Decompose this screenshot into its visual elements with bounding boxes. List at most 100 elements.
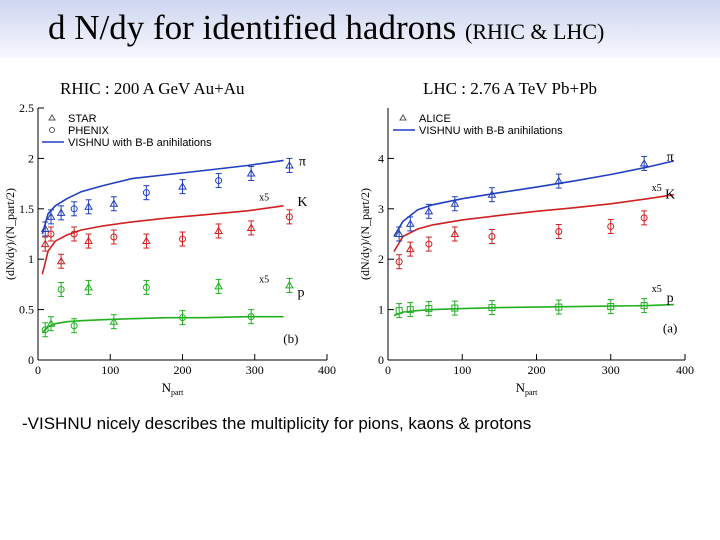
data-point xyxy=(84,202,93,210)
slide-title: d N/dy for identified hadrons (RHIC & LH… xyxy=(48,8,604,48)
data-point xyxy=(488,304,496,312)
data-point xyxy=(214,281,223,290)
x-tick-label: 100 xyxy=(453,363,471,377)
data-point xyxy=(110,233,118,241)
plot-label: x5 xyxy=(652,284,662,295)
plot-label: (a) xyxy=(663,320,677,335)
x-tick-label: 0 xyxy=(35,363,41,377)
data-point xyxy=(40,224,50,232)
data-point xyxy=(405,244,415,253)
data-point xyxy=(247,313,255,321)
data-point xyxy=(395,307,403,315)
plot-label: K xyxy=(297,195,307,210)
data-point xyxy=(554,176,564,185)
data-point xyxy=(450,229,460,237)
data-point xyxy=(395,258,403,266)
plot-label: x5 xyxy=(652,183,662,194)
data-point xyxy=(487,190,497,198)
y-tick-label: 2.5 xyxy=(19,101,34,115)
data-point xyxy=(425,305,433,313)
legend-label: PHENIX xyxy=(68,125,110,137)
series-line-2 xyxy=(393,193,675,253)
data-point xyxy=(47,230,55,238)
x-tick-label: 200 xyxy=(528,363,546,377)
data-point xyxy=(179,235,186,243)
data-point xyxy=(639,158,649,167)
series-line-3 xyxy=(393,303,674,317)
plot-label: π xyxy=(667,150,674,165)
y-tick-label: 4 xyxy=(378,151,384,165)
data-point xyxy=(285,280,294,289)
data-point xyxy=(179,314,186,322)
data-point xyxy=(214,226,223,234)
legend-marker-triangle xyxy=(399,114,407,121)
data-point xyxy=(640,214,648,222)
data-point xyxy=(607,303,615,311)
data-point xyxy=(285,213,293,221)
chart-rhic: 0 100 200 300 400 0 0.5 1 1.5 2 2.5 Npart (dN/dy)/(N… xyxy=(3,101,336,397)
data-point xyxy=(142,189,150,197)
x-axis-label: Npart xyxy=(162,380,185,397)
title-main: d N/dy for identified hadrons xyxy=(48,8,457,47)
data-point xyxy=(394,229,404,237)
series-line-3 xyxy=(41,315,284,334)
y-axis-label: (dN/dy)/(N_part/2) xyxy=(3,188,17,280)
title-bar xyxy=(0,0,720,58)
y-tick-label: 3 xyxy=(378,202,384,216)
series-line-2 xyxy=(41,205,284,275)
subtitle-rhic: RHIC : 200 A GeV Au+Au xyxy=(60,79,245,98)
data-point xyxy=(285,160,294,169)
data-point xyxy=(405,219,415,227)
legend-marker-circle xyxy=(49,127,55,133)
x-tick-label: 300 xyxy=(602,363,620,377)
legend-label: VISHNU with B-B anihilations xyxy=(68,137,212,149)
legend-marker-triangle xyxy=(48,114,56,121)
data-point xyxy=(246,223,256,231)
data-point xyxy=(555,227,563,235)
data-point xyxy=(40,239,50,248)
y-axis-label: (dN/dy)/(N_part/2) xyxy=(358,188,372,280)
legend-label: VISHNU with B-B anihilations xyxy=(419,125,563,137)
plot-label: K xyxy=(665,188,675,203)
x-tick-label: 300 xyxy=(246,363,264,377)
title-paren: (RHIC & LHC) xyxy=(465,19,605,44)
data-point xyxy=(84,236,93,245)
y-tick-label: 1 xyxy=(378,303,384,317)
subtitle-lhc: LHC : 2.76 A TeV Pb+Pb xyxy=(423,79,598,98)
data-point xyxy=(215,177,223,185)
y-tick-label: 0 xyxy=(378,353,384,367)
data-point xyxy=(406,306,414,314)
plot-label: (b) xyxy=(283,331,298,346)
data-point xyxy=(46,319,56,327)
data-point xyxy=(56,208,66,216)
data-point xyxy=(488,233,496,241)
data-point xyxy=(450,199,460,207)
x-tick-label: 100 xyxy=(101,363,119,377)
series-line-1 xyxy=(393,160,675,237)
data-point xyxy=(56,256,66,265)
data-point xyxy=(555,303,563,311)
y-tick-label: 2 xyxy=(378,252,384,266)
data-point xyxy=(640,302,648,310)
legend-label: STAR xyxy=(68,113,97,125)
x-tick-label: 0 xyxy=(385,363,391,377)
data-point xyxy=(425,240,433,248)
y-tick-label: 2 xyxy=(28,151,34,165)
data-point xyxy=(70,322,78,330)
bullet-text: -VISHNU nicely describes the multiplicit… xyxy=(22,414,532,433)
data-point xyxy=(84,282,93,291)
data-point xyxy=(41,326,49,334)
plot-label: p xyxy=(297,285,304,300)
data-point xyxy=(142,236,151,245)
data-point xyxy=(109,317,119,325)
y-tick-label: 0 xyxy=(28,353,34,367)
plot-label: x5 xyxy=(259,274,269,285)
x-tick-label: 400 xyxy=(318,363,336,377)
chart-lhc: 0 100 200 300 400 0 1 2 3 4 Npart (dN/dy)/(N_part/2… xyxy=(358,108,694,397)
data-point xyxy=(109,199,119,207)
y-tick-label: 1 xyxy=(28,252,34,266)
data-point xyxy=(57,285,65,293)
data-point xyxy=(246,169,256,177)
data-point xyxy=(178,182,187,190)
x-tick-label: 400 xyxy=(676,363,694,377)
